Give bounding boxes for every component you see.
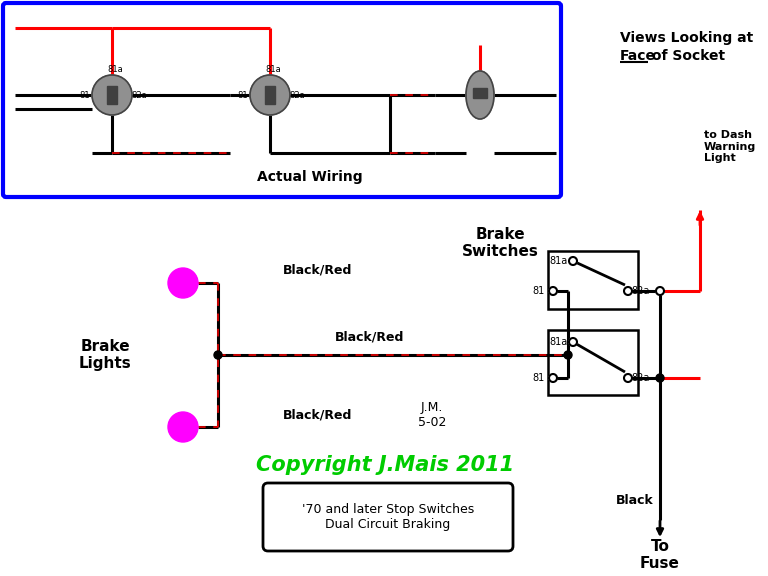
Text: To
Fuse: To Fuse: [640, 539, 680, 571]
Text: Black/Red: Black/Red: [283, 408, 353, 422]
Circle shape: [624, 287, 632, 295]
Bar: [107, 86, 117, 104]
Text: 82a: 82a: [631, 373, 650, 383]
Circle shape: [549, 287, 557, 295]
Text: '70 and later Stop Switches
Dual Circuit Braking: '70 and later Stop Switches Dual Circuit…: [302, 503, 474, 531]
Text: Views Looking at: Views Looking at: [620, 31, 753, 45]
Text: 81a: 81a: [265, 66, 281, 74]
FancyBboxPatch shape: [263, 483, 513, 551]
Text: 81: 81: [80, 90, 91, 100]
Circle shape: [564, 351, 572, 359]
Text: 82a: 82a: [631, 286, 650, 296]
Circle shape: [250, 75, 290, 115]
Bar: [548, 251, 638, 309]
Circle shape: [549, 374, 557, 382]
Text: Brake
Switches: Brake Switches: [462, 227, 538, 259]
Circle shape: [168, 268, 198, 298]
Ellipse shape: [466, 71, 494, 119]
Text: 82a: 82a: [131, 90, 147, 100]
Text: 81: 81: [237, 90, 248, 100]
Bar: [265, 86, 275, 104]
Text: 81a: 81a: [550, 256, 568, 266]
Text: Face: Face: [620, 49, 656, 63]
Text: 82a: 82a: [289, 90, 305, 100]
Text: J.M.
5-02: J.M. 5-02: [418, 401, 446, 429]
FancyBboxPatch shape: [3, 3, 561, 197]
Text: 81: 81: [533, 286, 545, 296]
Text: Black/Red: Black/Red: [336, 331, 405, 344]
Text: to Dash
Warning
Light: to Dash Warning Light: [704, 130, 756, 163]
Circle shape: [168, 412, 198, 442]
Circle shape: [656, 287, 664, 295]
Text: Copyright J.Mais 2011: Copyright J.Mais 2011: [256, 455, 514, 475]
Text: Black/Red: Black/Red: [283, 263, 353, 276]
Circle shape: [569, 257, 577, 265]
Text: 81a: 81a: [550, 337, 568, 347]
Circle shape: [214, 351, 222, 359]
Text: of Socket: of Socket: [647, 49, 725, 63]
Bar: [548, 330, 638, 395]
Circle shape: [656, 374, 664, 382]
Text: Actual Wiring: Actual Wiring: [257, 170, 362, 184]
Bar: [473, 88, 487, 98]
Text: 81a: 81a: [107, 66, 123, 74]
Circle shape: [569, 338, 577, 346]
Circle shape: [624, 374, 632, 382]
Circle shape: [92, 75, 132, 115]
Text: 81: 81: [533, 373, 545, 383]
Text: Black: Black: [616, 494, 654, 506]
Text: Brake
Lights: Brake Lights: [78, 339, 131, 371]
